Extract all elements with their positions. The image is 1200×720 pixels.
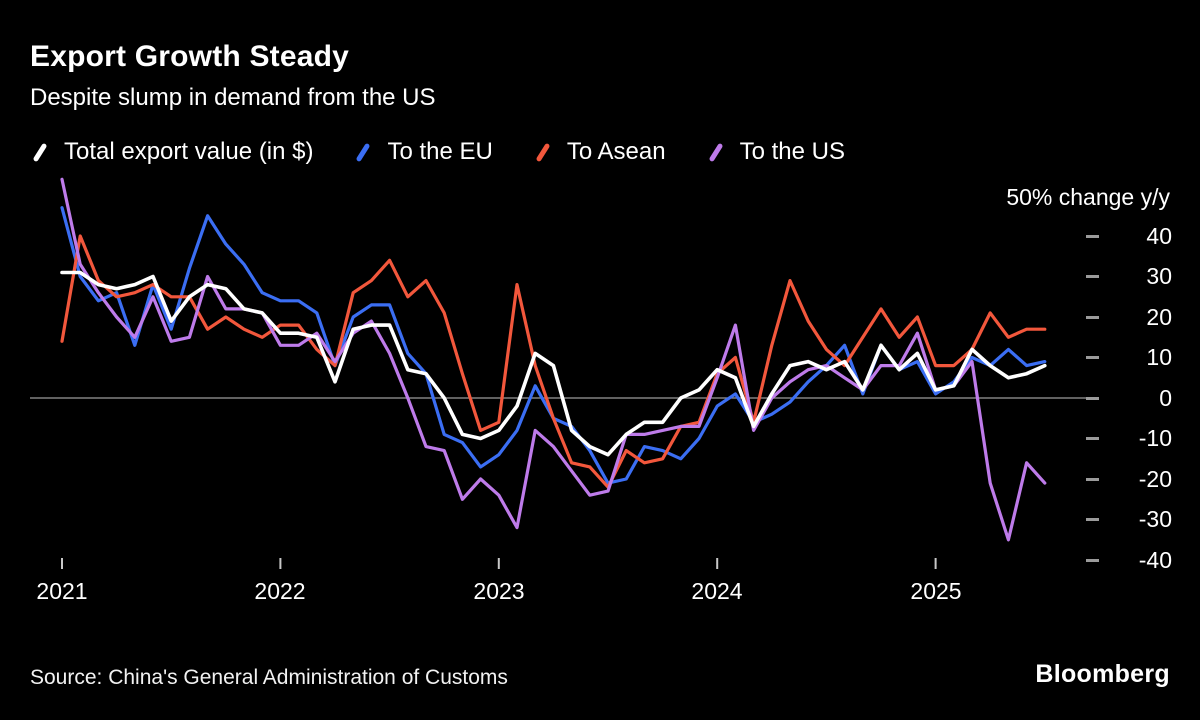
y-tick-dash: [1086, 234, 1099, 238]
legend: Total export value (in $) To the EU To A…: [30, 138, 845, 166]
y-tick-label: 0: [1159, 384, 1172, 411]
x-tick-label: 2025: [910, 578, 962, 604]
chart-canvas: [30, 177, 1090, 569]
y-tick-dash: [1086, 396, 1099, 400]
legend-label: Total export value (in $): [64, 138, 314, 165]
y-tick-dash: [1086, 558, 1099, 562]
legend-label: To Asean: [566, 138, 666, 165]
legend-item-us: To the US: [706, 138, 845, 166]
y-tick-label: 40: [1146, 222, 1172, 249]
series-line-asean: [60, 234, 1047, 489]
y-tick: 20: [1086, 303, 1172, 330]
legend-label: To the EU: [387, 138, 493, 165]
x-tick-label: 2023: [473, 578, 525, 604]
series-line-eu: [60, 206, 1047, 485]
y-tick: 10: [1086, 343, 1172, 370]
legend-swatch: [535, 142, 551, 162]
y-tick-dash: [1086, 315, 1099, 319]
legend-swatch: [32, 142, 48, 162]
legend-item-asean: To Asean: [533, 138, 666, 166]
bloomberg-logo: Bloomberg: [1035, 660, 1170, 688]
y-tick-label: 20: [1146, 303, 1172, 330]
legend-item-total: Total export value (in $): [30, 138, 313, 166]
series-line-total: [60, 270, 1047, 457]
legend-swatch: [356, 142, 371, 162]
legend-item-eu: To the EU: [353, 138, 493, 166]
y-tick: -40: [1086, 546, 1172, 573]
y-tick-dash: [1086, 355, 1099, 359]
y-tick: -30: [1086, 505, 1172, 532]
y-tick-dash: [1086, 436, 1099, 440]
y-tick-label: -40: [1138, 546, 1172, 573]
y-tick-dash: [1086, 517, 1099, 521]
page-title: Export Growth Steady: [30, 40, 350, 73]
x-tick-label: 2021: [36, 578, 88, 604]
y-tick: 40: [1086, 222, 1172, 249]
y-axis-unit-label: 50% change y/y: [1006, 184, 1170, 210]
y-tick: -10: [1086, 424, 1172, 451]
y-tick: 0: [1086, 384, 1172, 411]
legend-label: To the US: [739, 138, 845, 165]
y-tick-label: 10: [1146, 343, 1172, 370]
y-tick: 30: [1086, 262, 1172, 289]
source-credit: Source: China's General Administration o…: [30, 666, 508, 689]
series-line-us: [60, 177, 1047, 542]
x-tick-label: 2024: [691, 578, 743, 604]
y-tick-label: -20: [1138, 465, 1172, 492]
x-tick-label: 2022: [254, 578, 306, 604]
y-tick-label: -30: [1138, 505, 1172, 532]
legend-swatch: [708, 142, 724, 162]
y-tick-dash: [1086, 477, 1099, 481]
y-tick: -20: [1086, 465, 1172, 492]
y-tick-label: 30: [1146, 262, 1172, 289]
y-tick-dash: [1086, 274, 1099, 278]
y-tick-label: -10: [1138, 424, 1172, 451]
page-subtitle: Despite slump in demand from the US: [30, 84, 436, 111]
